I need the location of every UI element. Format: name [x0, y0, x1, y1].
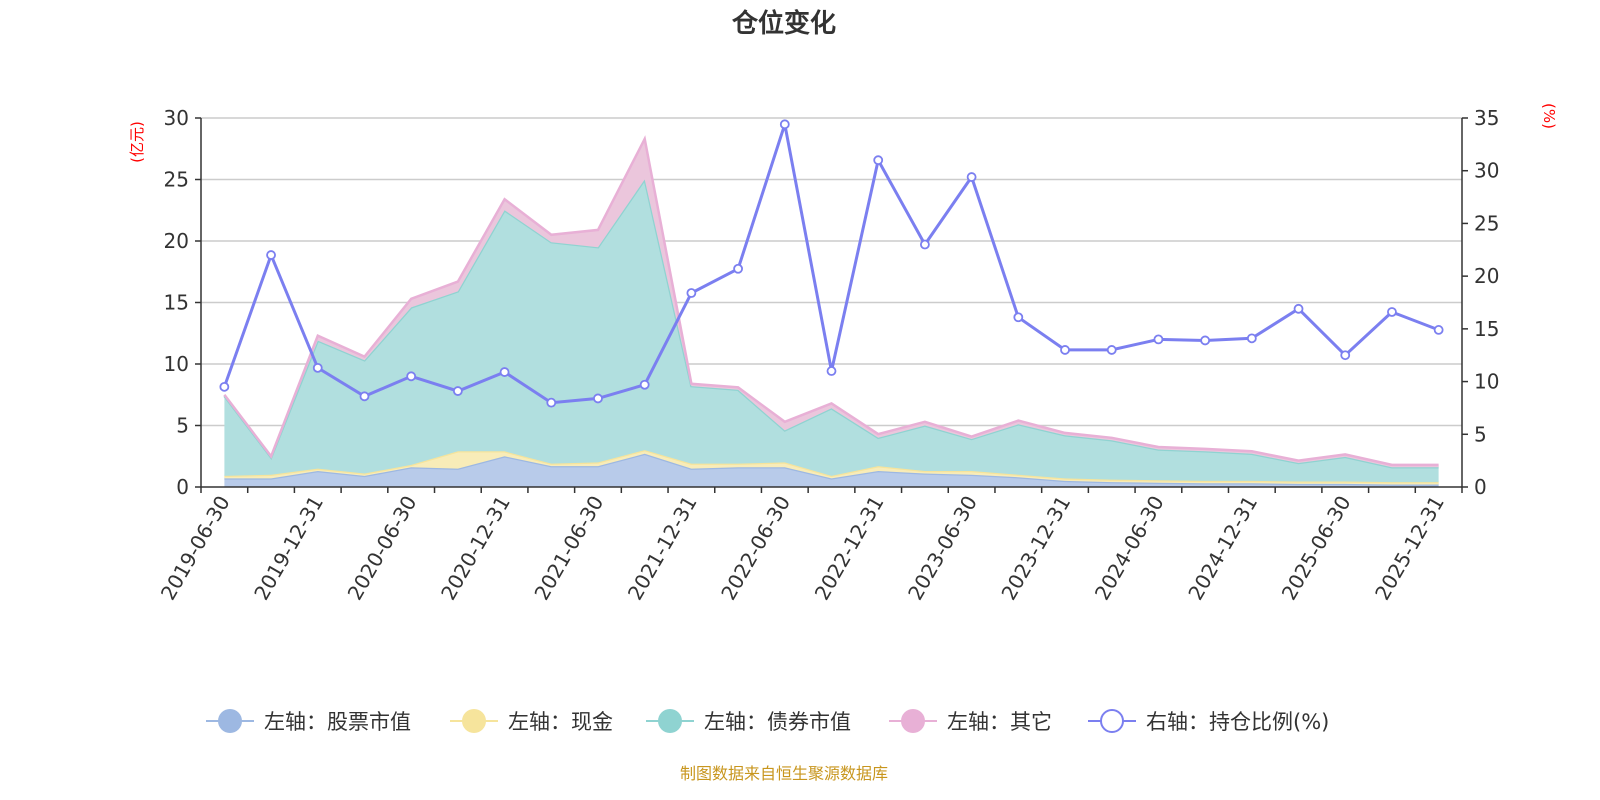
x-axis-tick-label: 2019-12-31 [249, 492, 328, 605]
legend-label: 右轴：持仓比例(%) [1146, 710, 1329, 734]
ratio-point[interactable] [406, 371, 417, 382]
x-axis-tick-label: 2024-12-31 [1183, 492, 1262, 605]
area-fill-2 [224, 179, 1439, 483]
x-axis-tick-label: 2021-12-31 [623, 492, 702, 605]
x-axis-tick-label: 2023-12-31 [996, 492, 1075, 605]
ratio-point[interactable] [1246, 333, 1257, 344]
right-axis-tick-label: 0 [1474, 475, 1487, 499]
legend-item-4[interactable]: 右轴：持仓比例(%) [1088, 709, 1329, 734]
chart-title: 仓位变化 [731, 8, 836, 39]
legend-item-2[interactable]: 左轴：债券市值 [646, 709, 851, 734]
ratio-point[interactable] [219, 381, 230, 392]
ratio-point[interactable] [639, 379, 650, 390]
x-axis-tick-label: 2022-06-30 [716, 492, 795, 605]
left-axis-tick-label: 10 [164, 352, 189, 376]
ratio-point[interactable] [686, 288, 697, 298]
legend-item-3[interactable]: 左轴：其它 [889, 709, 1052, 734]
ratio-point[interactable] [1200, 335, 1211, 346]
ratio-point[interactable] [1013, 312, 1024, 323]
left-axis-unit: (亿元) [128, 121, 146, 163]
right-axis-tick-label: 35 [1474, 106, 1499, 130]
x-axis-tick-label: 2020-12-31 [436, 492, 515, 605]
legend-item-0[interactable]: 左轴：股票市值 [206, 709, 411, 734]
ratio-point[interactable] [452, 386, 463, 396]
right-axis-tick-label: 10 [1474, 370, 1499, 394]
ratio-point[interactable] [1153, 334, 1164, 345]
x-axis-tick-label: 2019-06-30 [156, 492, 235, 605]
left-axis-tick-label: 5 [176, 414, 189, 438]
left-axis-tick-label: 15 [164, 291, 189, 315]
ratio-point[interactable] [1433, 325, 1444, 335]
right-axis-tick-label: 25 [1474, 211, 1499, 235]
legend-swatch-marker [658, 709, 682, 733]
ratio-point[interactable] [312, 362, 323, 373]
area-fill-3 [224, 138, 1439, 468]
legend-swatch-marker [1100, 709, 1124, 733]
ratio-point[interactable] [920, 239, 930, 250]
x-axis-tick-label: 2025-06-30 [1277, 492, 1356, 605]
ratio-point[interactable] [546, 397, 557, 408]
ratio-point[interactable] [779, 119, 790, 130]
area-edge-3 [223, 135, 1439, 467]
x-axis-tick-label: 2025-12-31 [1370, 492, 1449, 605]
line-series [219, 119, 1444, 408]
left-axis-tick-label: 0 [176, 475, 189, 499]
right-axis-tick-label: 20 [1474, 264, 1499, 288]
ratio-point[interactable] [1106, 345, 1117, 355]
left-axis-tick-label: 25 [164, 168, 189, 192]
ratio-point[interactable] [733, 263, 743, 274]
legend-label: 左轴：债券市值 [704, 710, 851, 734]
legend[interactable]: 左轴：股票市值 左轴：现金 左轴：债券市值 左轴：其它 右轴：持仓比例(%) [206, 709, 1329, 734]
ratio-point[interactable] [873, 155, 884, 166]
legend-swatch-marker [901, 709, 925, 733]
ratio-point[interactable] [359, 391, 370, 402]
ratio-point[interactable] [826, 366, 837, 376]
legend-swatch-marker [462, 709, 486, 733]
data-source-note: 制图数据来自恒生聚源数据库 [680, 764, 888, 783]
x-axis-tick-label: 2021-06-30 [529, 492, 608, 605]
ratio-point[interactable] [266, 250, 276, 260]
ratio-point[interactable] [593, 393, 603, 404]
x-axis-tick-label: 2022-12-31 [810, 492, 889, 605]
legend-label: 左轴：现金 [508, 710, 613, 734]
right-axis-tick-label: 5 [1474, 422, 1487, 446]
right-axis-tick-label: 30 [1474, 159, 1499, 183]
ratio-point[interactable] [1387, 307, 1397, 317]
legend-swatch-marker [218, 709, 242, 733]
x-axis-tick-label: 2024-06-30 [1090, 492, 1169, 605]
x-axis-tick-label: 2023-06-30 [903, 492, 982, 605]
legend-item-1[interactable]: 左轴：现金 [450, 709, 613, 734]
legend-label: 左轴：股票市值 [264, 710, 411, 734]
legend-label: 左轴：其它 [947, 710, 1052, 734]
area-series [223, 135, 1439, 487]
ratio-point[interactable] [499, 367, 510, 377]
right-axis-unit: (%) [1540, 103, 1558, 129]
right-axis-tick-label: 15 [1474, 317, 1499, 341]
ratio-point[interactable] [1293, 303, 1304, 314]
x-axis-tick-label: 2020-06-30 [343, 491, 422, 604]
left-axis-tick-label: 30 [164, 106, 189, 130]
ratio-point[interactable] [1060, 345, 1070, 355]
ratio-point[interactable] [1340, 350, 1351, 361]
left-axis-tick-label: 20 [164, 229, 189, 253]
ratio-point[interactable] [966, 172, 977, 182]
